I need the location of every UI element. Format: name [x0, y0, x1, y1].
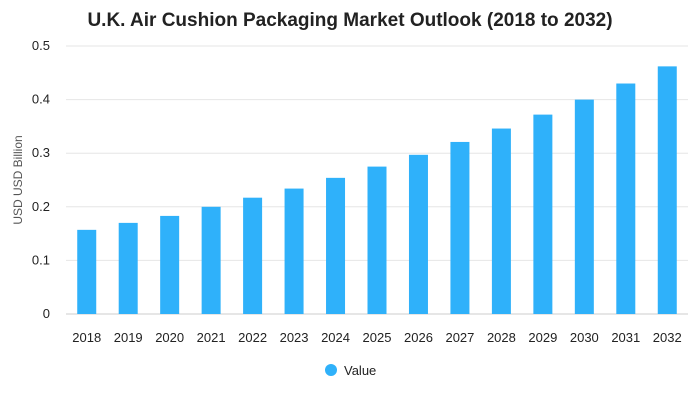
- bar-2032[interactable]: [657, 66, 677, 314]
- x-axis-ticks: 2018 2019 2020 2021 2022 2023 2024 2025 2026 2027…: [72, 330, 681, 345]
- y-tick-label: 0.5: [32, 38, 50, 53]
- bar-2026[interactable]: [408, 154, 428, 314]
- bar-2024[interactable]: [326, 177, 346, 314]
- legend-marker-value: [325, 364, 337, 376]
- x-tick-label: 2026: [404, 330, 433, 345]
- y-tick-label: 0.1: [32, 252, 50, 267]
- x-tick-label: 2018: [72, 330, 101, 345]
- x-tick-label: 2032: [653, 330, 682, 345]
- chart-title: U.K. Air Cushion Packaging Market Outloo…: [87, 10, 612, 31]
- y-tick-label: 0.2: [32, 199, 50, 214]
- bar-2031[interactable]: [616, 83, 636, 315]
- legend[interactable]: Value: [325, 363, 376, 378]
- bar-2019[interactable]: [118, 222, 138, 314]
- x-tick-label: 2031: [611, 330, 640, 345]
- legend-label-value: Value: [344, 363, 376, 378]
- x-tick-label: 2019: [114, 330, 143, 345]
- bar-2027[interactable]: [450, 141, 470, 314]
- bar-2030[interactable]: [574, 99, 594, 314]
- bar-2020[interactable]: [160, 215, 180, 314]
- x-tick-label: 2028: [487, 330, 516, 345]
- x-tick-label: 2023: [280, 330, 309, 345]
- y-axis-label: USD USD Billion: [11, 135, 25, 224]
- bar-2025[interactable]: [367, 166, 387, 314]
- x-tick-label: 2024: [321, 330, 350, 345]
- x-tick-label: 2020: [155, 330, 184, 345]
- bar-2021[interactable]: [201, 206, 221, 314]
- y-tick-label: 0: [43, 306, 50, 321]
- bar-2022[interactable]: [243, 197, 263, 314]
- bar-2018[interactable]: [77, 229, 97, 314]
- bar-2029[interactable]: [533, 114, 553, 314]
- bar-2028[interactable]: [491, 128, 511, 314]
- bars: [77, 66, 677, 315]
- bar-2023[interactable]: [284, 188, 304, 314]
- y-tick-label: 0.4: [32, 92, 50, 107]
- x-tick-label: 2029: [528, 330, 557, 345]
- x-tick-label: 2025: [363, 330, 392, 345]
- x-tick-label: 2021: [197, 330, 226, 345]
- x-tick-label: 2022: [238, 330, 267, 345]
- y-tick-label: 0.3: [32, 145, 50, 160]
- y-axis-ticks: 0 0.1 0.2 0.3 0.4 0.5: [32, 38, 50, 321]
- x-tick-label: 2027: [445, 330, 474, 345]
- x-tick-label: 2030: [570, 330, 599, 345]
